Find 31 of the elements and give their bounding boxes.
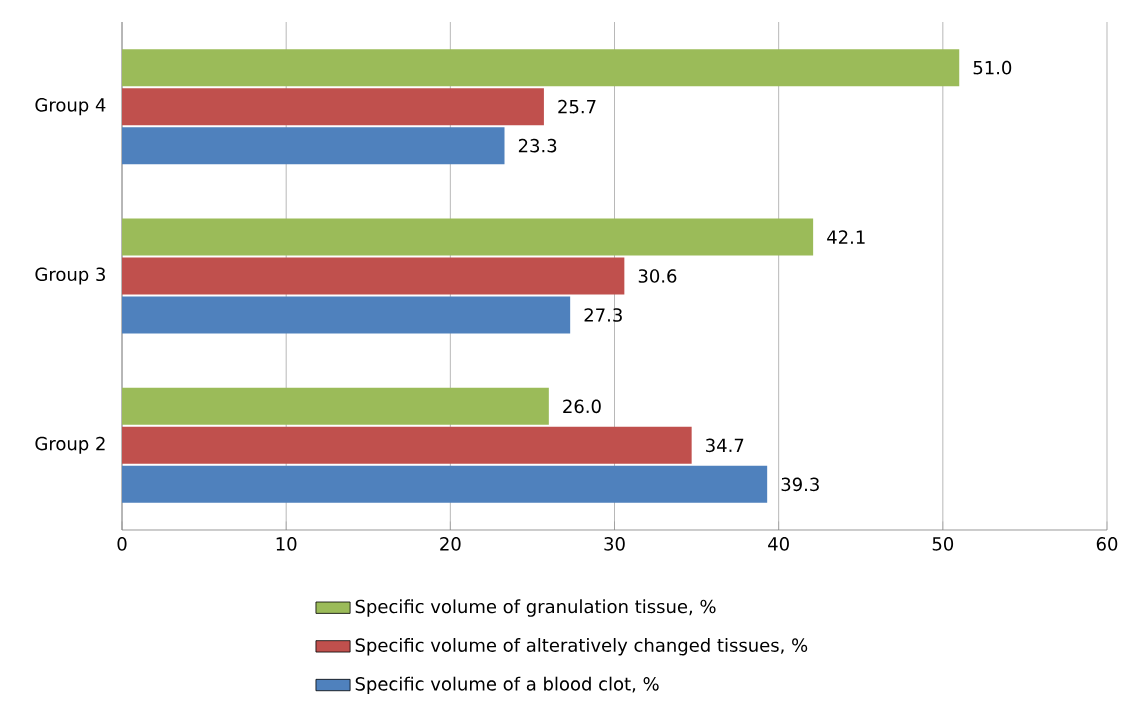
data-label: 39.3 — [781, 477, 819, 492]
x-tick-label: 30 — [604, 537, 625, 551]
data-label: 51.0 — [973, 60, 1012, 75]
data-label: 42.1 — [827, 230, 865, 244]
y-tick-label: Group 4 — [35, 98, 106, 116]
x-tick-label: 10 — [276, 537, 297, 551]
data-label: 25.7 — [558, 99, 596, 114]
y-tick-label: Group 2 — [35, 436, 105, 454]
bar — [122, 426, 692, 464]
bar — [122, 296, 571, 334]
bar — [122, 257, 625, 295]
x-tick-label: 40 — [768, 537, 789, 551]
bar — [122, 465, 768, 503]
data-label: 27.3 — [584, 308, 622, 322]
bar — [122, 387, 549, 425]
x-tick-label: 50 — [932, 537, 954, 551]
data-label: 30.6 — [638, 269, 677, 283]
bar — [122, 49, 960, 87]
x-tick-label: 60 — [1096, 537, 1118, 551]
data-label: 26.0 — [563, 399, 601, 414]
x-tick-label: 0 — [117, 537, 127, 551]
legend-label: Specific volume of granulation tissue, % — [355, 599, 716, 617]
legend-label: Specific volume of alteratively changed tissues, % — [355, 638, 808, 656]
x-tick-label: 20 — [440, 537, 461, 551]
y-tick-label: Group 3 — [35, 267, 105, 285]
bar — [122, 88, 544, 126]
legend-label: Specific volume of a blood clot, % — [355, 676, 659, 695]
data-label: 34.7 — [706, 438, 744, 453]
bar — [122, 218, 814, 256]
data-label: 23.3 — [518, 138, 557, 153]
bar — [122, 127, 505, 165]
